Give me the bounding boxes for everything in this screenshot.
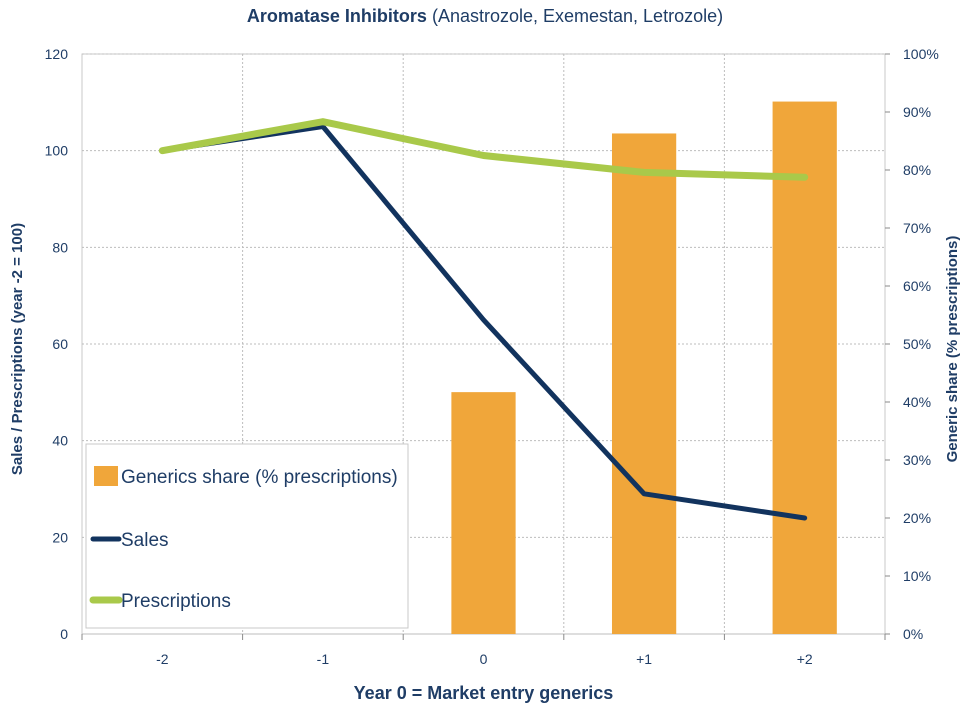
x-axis-title: Year 0 = Market entry generics [354,683,614,703]
left-axis-tick-label: 0 [60,626,68,642]
legend-box [85,443,409,629]
right-axis-tick-label: 50% [903,336,931,352]
generics-share-bar [451,392,516,634]
right-axis-tick-label: 80% [903,162,931,178]
right-axis-tick-label: 20% [903,510,931,526]
chart-title: Aromatase Inhibitors (Anastrozole, Exeme… [0,6,970,27]
left-axis-tick-label: 120 [45,46,69,62]
right-axis-tick-label: 100% [903,46,939,62]
generics-share-bar [611,133,677,634]
left-axis-tick-label: 60 [52,336,68,352]
right-axis-tick-label: 70% [903,220,931,236]
right-axis-title: Generic share (% prescriptions) [944,236,961,463]
generics-share-bar [772,101,837,634]
left-axis-tick-label: 100 [45,143,69,159]
x-axis-tick-label: +1 [636,651,652,667]
legend-swatch-bar [94,466,118,486]
x-axis-tick-label: -1 [317,651,330,667]
right-axis-tick-label: 60% [903,278,931,294]
right-axis-tick-label: 10% [903,568,931,584]
right-axis-tick-label: 40% [903,394,931,410]
left-axis-tick-label: 20 [52,529,68,545]
left-axis-tick-label: 80 [52,239,68,255]
x-axis-tick-label: 0 [480,651,488,667]
title-subtitle: (Anastrozole, Exemestan, Letrozole) [431,6,724,26]
legend-label: Generics share (% prescriptions) [121,467,398,488]
x-axis-tick-label: +2 [797,651,813,667]
prescriptions-line [158,118,809,181]
title-main: Aromatase Inhibitors [246,6,427,26]
x-axis-tick-label: -2 [156,651,169,667]
left-axis-title: Sales / Prescriptions (year -2 = 100) [9,223,26,475]
legend-label: Sales [121,530,169,551]
right-axis-tick-label: 30% [903,452,931,468]
right-axis-tick-label: 90% [903,104,931,120]
right-axis-tick-label: 0% [903,626,923,642]
legend-label: Prescriptions [121,591,231,612]
left-axis-tick-label: 40 [52,433,68,449]
